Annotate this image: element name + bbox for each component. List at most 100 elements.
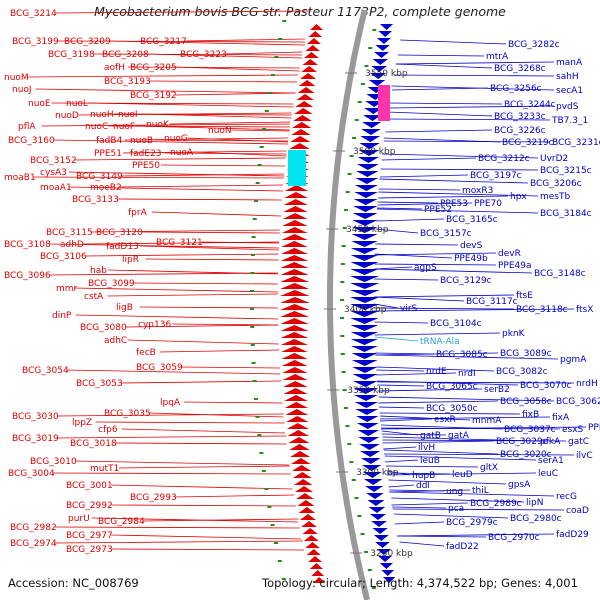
gene-leader-line: [151, 211, 281, 217]
gene-label: BCG_3205: [130, 63, 177, 73]
gene-label: BCG_3035: [104, 409, 151, 419]
plus-strand-gene-arrow: [382, 577, 396, 583]
gene-label: dinP: [52, 311, 72, 321]
minus-strand-gene-arrow: [280, 290, 310, 296]
minus-strand-gene-arrow: [280, 318, 309, 324]
minus-strand-gene-arrow: [298, 80, 316, 86]
gene-leader-line: [380, 415, 471, 421]
gene-label: secA1: [556, 86, 583, 96]
gene-label: manA: [556, 58, 583, 68]
gene-label: cyp136: [138, 320, 171, 330]
gene-leader-line: [377, 381, 575, 384]
gene-label: mnmA: [472, 416, 502, 426]
minus-strand-gene-arrow: [293, 115, 312, 121]
gene-leader-line: [374, 307, 515, 310]
plus-strand-gene-arrow: [360, 451, 381, 457]
minus-strand-gene-arrow: [308, 31, 323, 37]
gene-leader-line: [377, 207, 423, 210]
gene-label: BCG_2974: [10, 539, 57, 549]
minus-strand-gene-arrow: [301, 66, 318, 72]
gene-leader-line: [394, 74, 555, 77]
gene-leader-line: [377, 202, 473, 206]
gene-label: esxS: [562, 425, 584, 435]
minus-strand-gene-arrow: [290, 451, 311, 457]
gene-label: nuoA: [170, 148, 194, 158]
plus-strand-gene-arrow: [376, 38, 391, 44]
minus-strand-gene-arrow: [302, 528, 318, 534]
plus-strand-gene-arrow: [356, 416, 379, 422]
gene-leader-line: [376, 208, 539, 214]
gene-label: thiL: [472, 486, 489, 496]
gene-leader-line: [193, 151, 287, 157]
gene-leader-line: [374, 266, 413, 270]
scale-dash: [250, 344, 255, 346]
gene-label: BCG_2992: [66, 501, 113, 511]
gene-label: BCG_3157c: [420, 229, 472, 239]
gene-label: BCG_3085c: [436, 350, 488, 360]
minus-strand-gene-arrow: [282, 213, 308, 219]
gene-leader-line: [49, 243, 280, 249]
gene-label: PPE70: [474, 199, 502, 209]
plus-strand-gene-arrow: [357, 157, 380, 163]
gene-label: BCG_3010: [30, 457, 77, 467]
scale-dash: [250, 290, 255, 292]
plus-strand-gene-arrow: [376, 549, 391, 555]
minus-strand-gene-arrow: [281, 227, 308, 233]
gene-label: BCG_3129c: [440, 276, 492, 286]
gene-leader-line: [53, 139, 289, 145]
gene-label: tRNA-Ala: [420, 337, 460, 347]
gene-label: BCG_3256c: [490, 84, 542, 94]
gene-leader-line: [396, 61, 555, 65]
gene-label: lppZ: [72, 418, 92, 428]
gene-label: BCG_3149: [76, 172, 123, 182]
scale-dash: [360, 83, 365, 85]
gene-leader-line: [379, 178, 529, 184]
gene-label: fadD29: [556, 530, 589, 540]
scale-dash: [274, 56, 279, 58]
gene-label: lipR: [122, 255, 139, 265]
gene-leader-line: [373, 296, 465, 302]
plus-strand-gene-arrow: [378, 31, 393, 37]
gene-label: pvdS: [556, 102, 579, 112]
gene-label: BCG_3115: [46, 228, 93, 238]
gene-label: BCG_3133: [72, 195, 119, 205]
gene-label: leuB: [420, 456, 440, 466]
plus-strand-gene-arrow: [380, 24, 394, 30]
minus-strand-gene-arrow: [292, 122, 312, 128]
gene-leader-line: [133, 282, 279, 285]
plus-strand-gene-arrow: [378, 556, 392, 562]
gene-leader-line: [172, 323, 279, 326]
gene-label: BCG_3018: [70, 439, 117, 449]
gene-label: BCG_3160: [8, 136, 55, 146]
gene-leader-line: [75, 314, 279, 320]
minus-strand-gene-arrow: [303, 535, 319, 541]
minus-strand-gene-arrow: [296, 94, 314, 100]
gene-label: BCG_2973: [66, 545, 113, 555]
gene-label: nuoJ: [12, 85, 32, 95]
scale-dash: [250, 326, 255, 328]
plus-strand-gene-arrow: [357, 430, 380, 436]
scale-dash: [341, 245, 346, 247]
gene-label: leuC: [538, 469, 558, 479]
gene-label: BCG_3226c: [494, 126, 546, 136]
gene-label: BCG_2970c: [488, 533, 540, 543]
gene-label: BCG_3099: [88, 279, 135, 289]
plus-strand-gene-arrow: [373, 535, 389, 541]
minus-strand-features: [280, 24, 326, 583]
gene-leader-line: [384, 453, 575, 456]
gene-label: pgmA: [560, 355, 587, 365]
scale-dash: [250, 254, 255, 256]
gene-label: BCG_3152: [30, 156, 77, 166]
gene-label: BCG_3231c: [552, 138, 600, 148]
gene-leader-line: [386, 472, 537, 476]
minus-strand-gene-arrow: [306, 549, 321, 555]
gene-leader-line: [231, 129, 290, 132]
gene-label: cysA3: [40, 168, 67, 178]
gene-leader-line: [122, 150, 287, 154]
genome-backbone-arc: [327, 9, 371, 600]
minus-strand-gene-arrow: [297, 87, 315, 93]
gene-leader-line: [381, 157, 477, 161]
plus-strand-gene-arrow: [363, 479, 383, 485]
plus-strand-gene-arrow: [360, 136, 381, 142]
